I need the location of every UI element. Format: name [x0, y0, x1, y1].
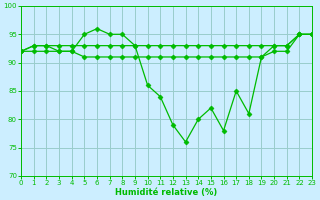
X-axis label: Humidité relative (%): Humidité relative (%)	[116, 188, 218, 197]
